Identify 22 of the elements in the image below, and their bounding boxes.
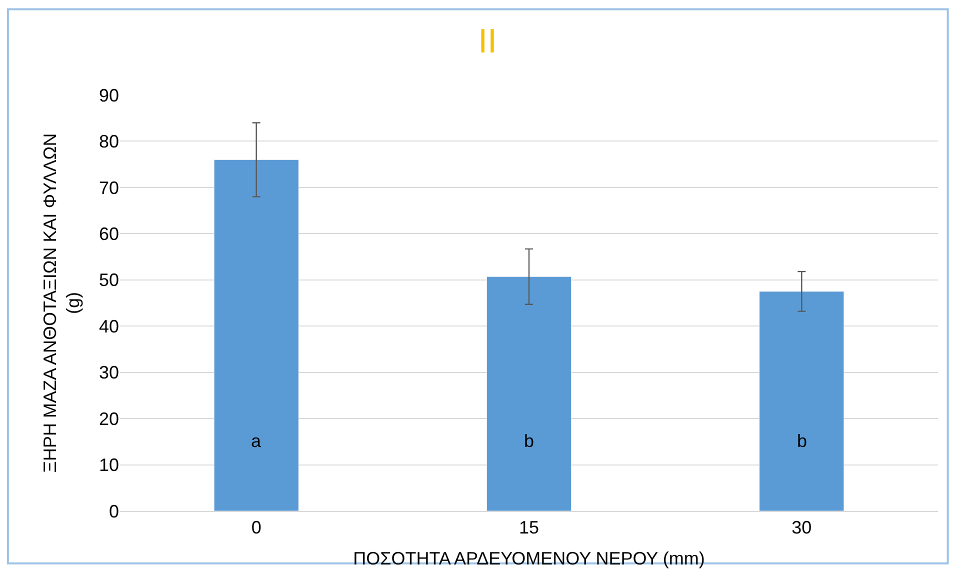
y-tick-label: 90 xyxy=(98,85,119,106)
y-tick-label: 40 xyxy=(98,316,119,336)
y-tick-label: 0 xyxy=(108,501,119,522)
y-tick-label: 30 xyxy=(98,362,119,383)
x-tick-label: 0 xyxy=(251,518,262,538)
chart-title: II xyxy=(478,22,498,60)
y-tick-label: 80 xyxy=(98,132,119,152)
y-tick-label: 60 xyxy=(98,224,119,244)
y-tick-label: 10 xyxy=(98,455,119,476)
annotation: b xyxy=(524,431,534,451)
bar xyxy=(486,276,572,511)
x-tick-label: 15 xyxy=(518,518,540,538)
x-tick-label: 30 xyxy=(792,518,812,538)
bar xyxy=(214,159,299,511)
x-axis-title: ΠΟΣΟΤΗΤΑ ΑΡΔΕΥΟΜΕΝΟΥ ΝΕΡΟΥ (mm) xyxy=(353,548,705,569)
y-axis-title: ΞΗΡΗ ΜΑΖΑ ΑΝΘΟΤΑΞΙΩΝ ΚΑΙ ΦΥΛΛΩΝ (g) xyxy=(40,133,84,473)
y-tick-label: 20 xyxy=(98,408,119,429)
y-tick-label: 50 xyxy=(98,270,119,290)
y-tick-label: 70 xyxy=(98,178,119,198)
bar xyxy=(759,291,844,511)
annotation: a xyxy=(251,431,262,451)
annotation: b xyxy=(797,431,808,451)
